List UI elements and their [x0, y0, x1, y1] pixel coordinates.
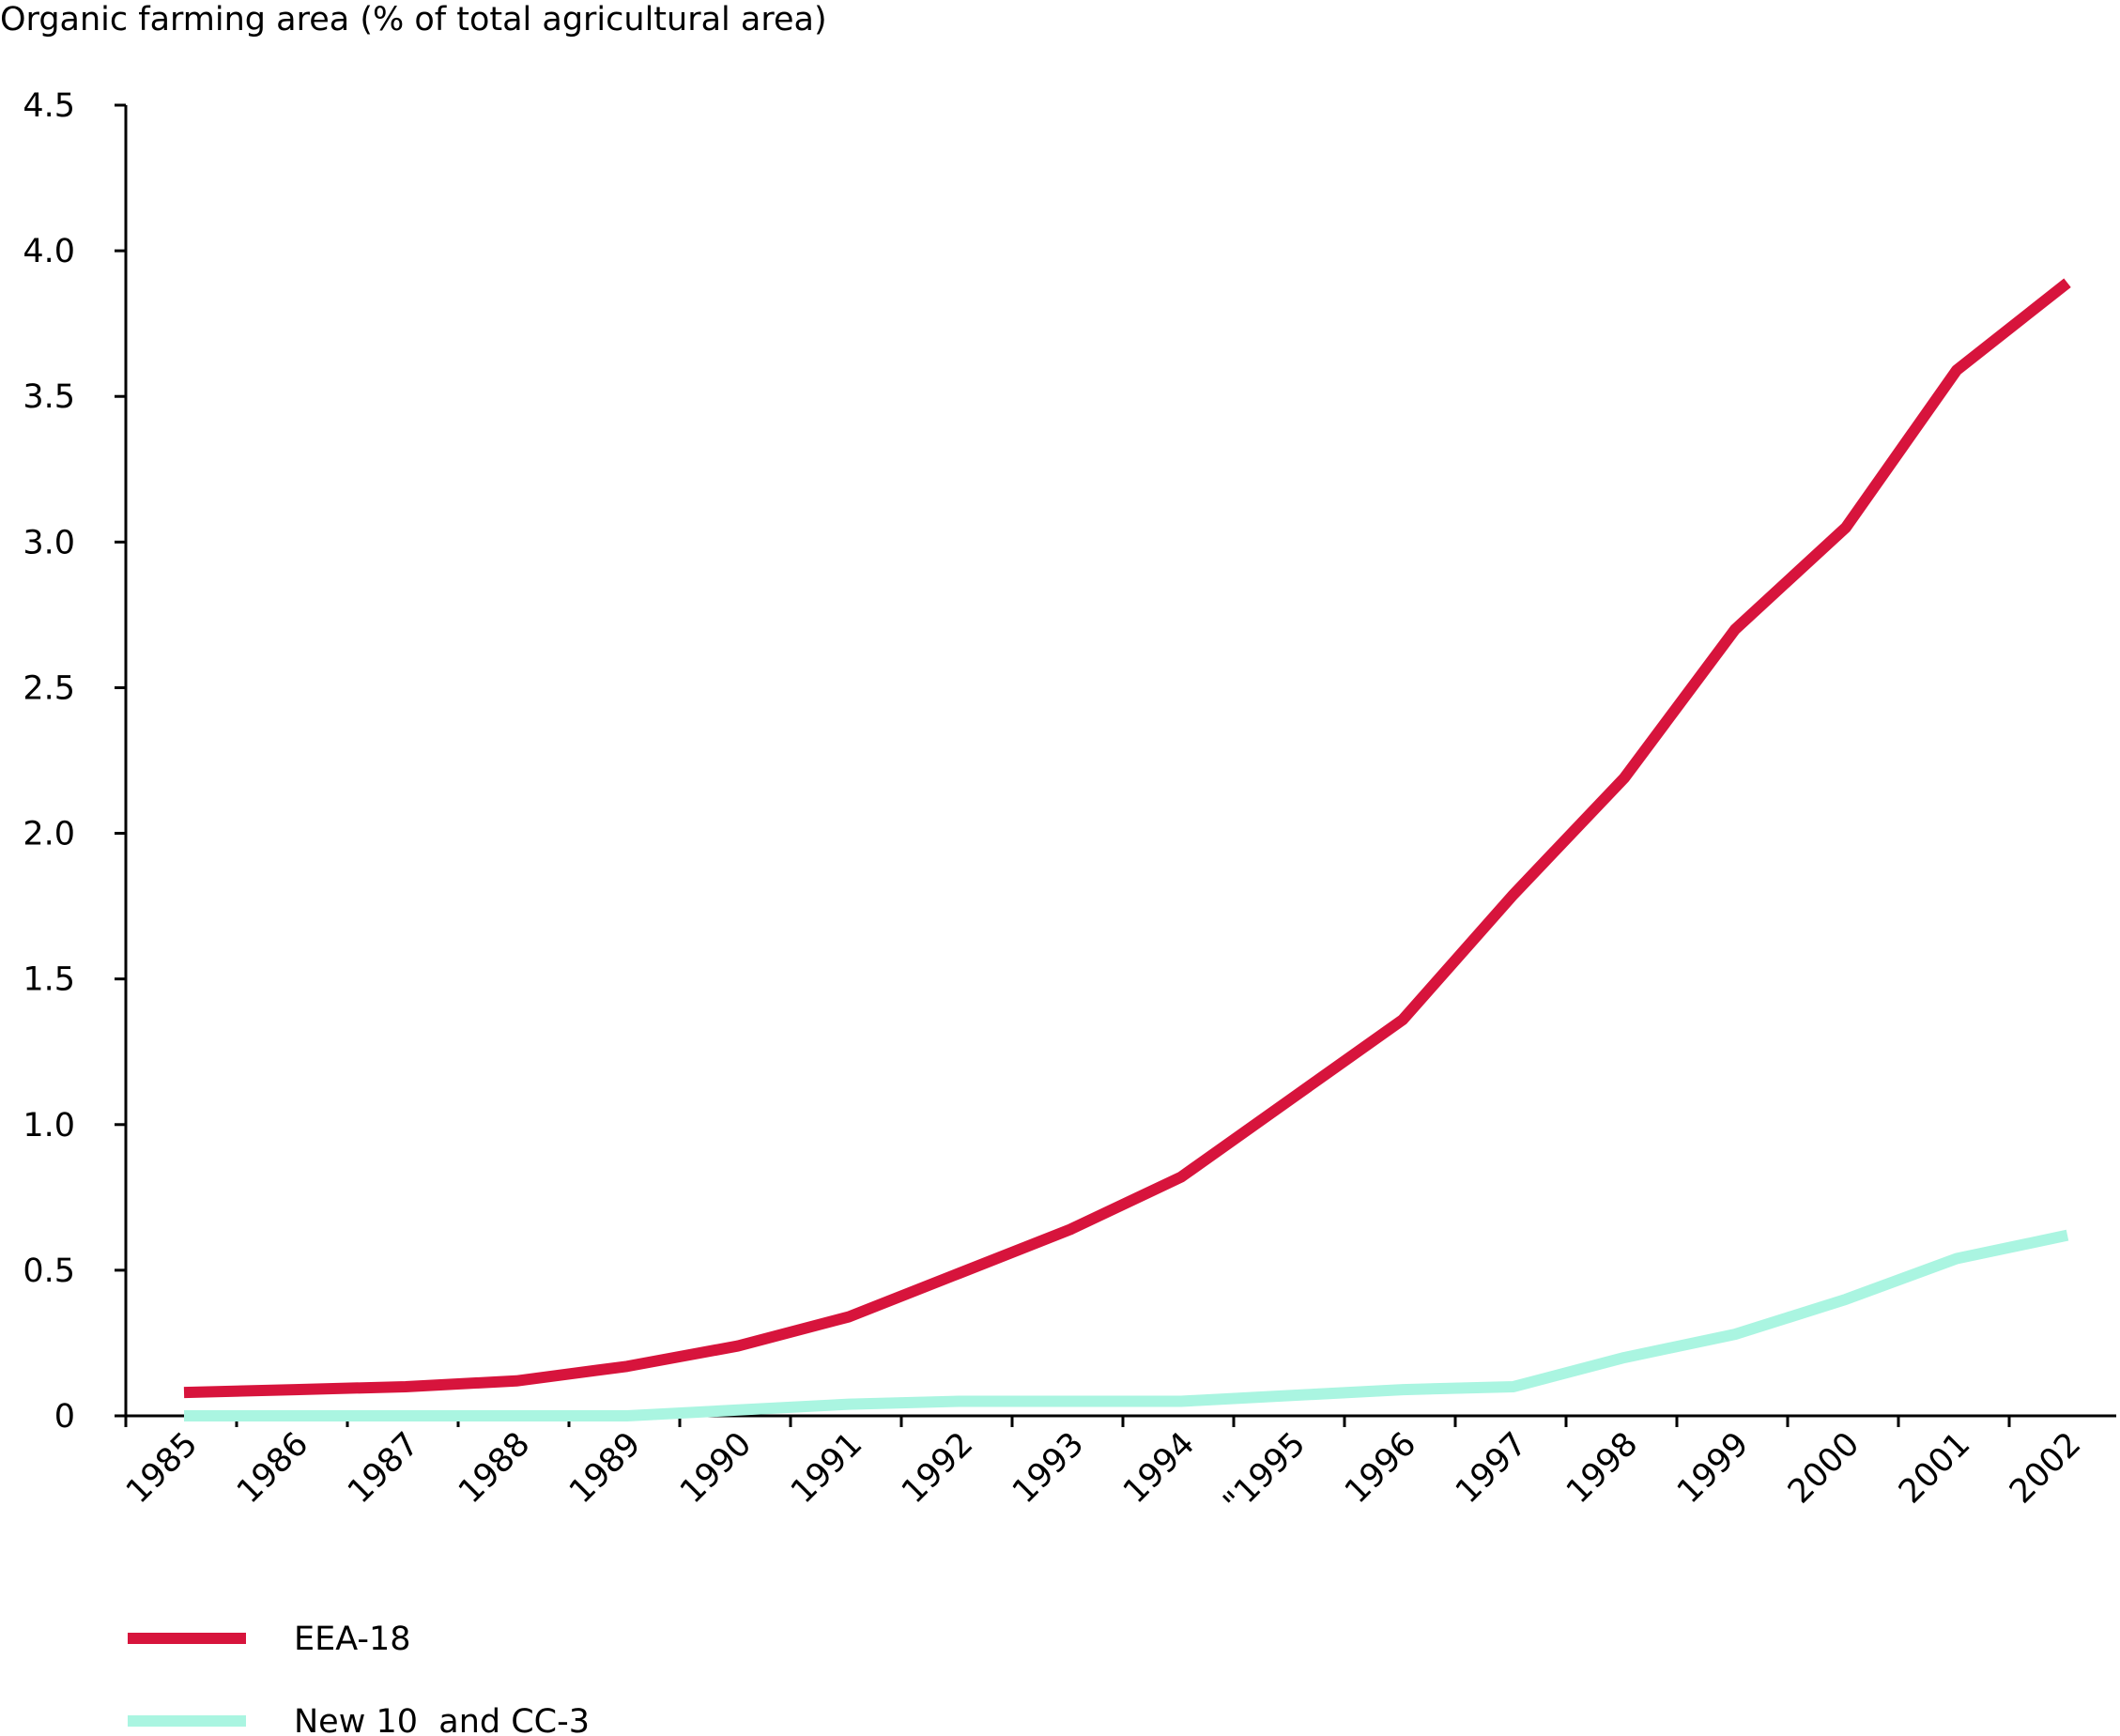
y-tick-label: 0.5	[23, 1252, 75, 1290]
series-line-0	[183, 278, 2071, 1399]
y-tick-label: 1.5	[23, 961, 75, 999]
x-tick-label: 1987	[341, 1425, 426, 1511]
x-tick-label: 1986	[230, 1425, 315, 1511]
x-tick-label: 2000	[1781, 1425, 1867, 1511]
x-ticks: 1985 1986 1987 1988 1989 1990 1991 1992 1993 1994…	[119, 1416, 2088, 1522]
x-tick-label: 1993	[1006, 1425, 1091, 1511]
x-tick-label: 1996	[1338, 1425, 1423, 1511]
x-tick-label: "1995	[1217, 1425, 1313, 1522]
y-tick-label: 1.0	[23, 1107, 75, 1145]
series-line-1	[184, 1229, 2069, 1421]
x-tick-label: 1989	[562, 1425, 648, 1511]
legend-label: EEA-18	[294, 1621, 411, 1658]
y-tick-label: 4.5	[23, 87, 75, 125]
y-tick-label: 3.0	[23, 524, 75, 561]
axes	[124, 105, 2116, 1418]
series-lines	[183, 278, 2071, 1421]
x-tick-label: 1997	[1449, 1425, 1534, 1511]
x-tick-label: 1998	[1559, 1425, 1645, 1511]
y-tick-label: 0	[54, 1398, 75, 1436]
x-tick-label: 2002	[2003, 1425, 2088, 1511]
y-tick-label: 2.5	[23, 669, 75, 707]
y-axis-title: Organic farming area (% of total agricul…	[0, 1, 827, 38]
x-tick-label: 1999	[1670, 1425, 1756, 1511]
y-tick-label: 2.0	[23, 816, 75, 853]
x-tick-label: 1985	[119, 1425, 205, 1511]
x-tick-label: 1994	[1116, 1425, 1202, 1511]
x-tick-label: 1988	[452, 1425, 537, 1511]
legend-label: New 10 and CC-3	[294, 1703, 590, 1736]
x-tick-label: 2001	[1892, 1425, 1977, 1511]
y-tick-label: 4.0	[23, 233, 75, 270]
x-tick-label: 1992	[895, 1425, 980, 1511]
x-tick-label: 1990	[673, 1425, 759, 1511]
y-ticks: 0 0.5 1.0 1.5 2.0 2.5 3.0 3.5 4.0 4.5	[23, 87, 126, 1436]
legend: EEA-18 New 10 and CC-3	[128, 1621, 590, 1736]
x-tick-label: 1991	[784, 1425, 869, 1511]
y-tick-label: 3.5	[23, 378, 75, 416]
